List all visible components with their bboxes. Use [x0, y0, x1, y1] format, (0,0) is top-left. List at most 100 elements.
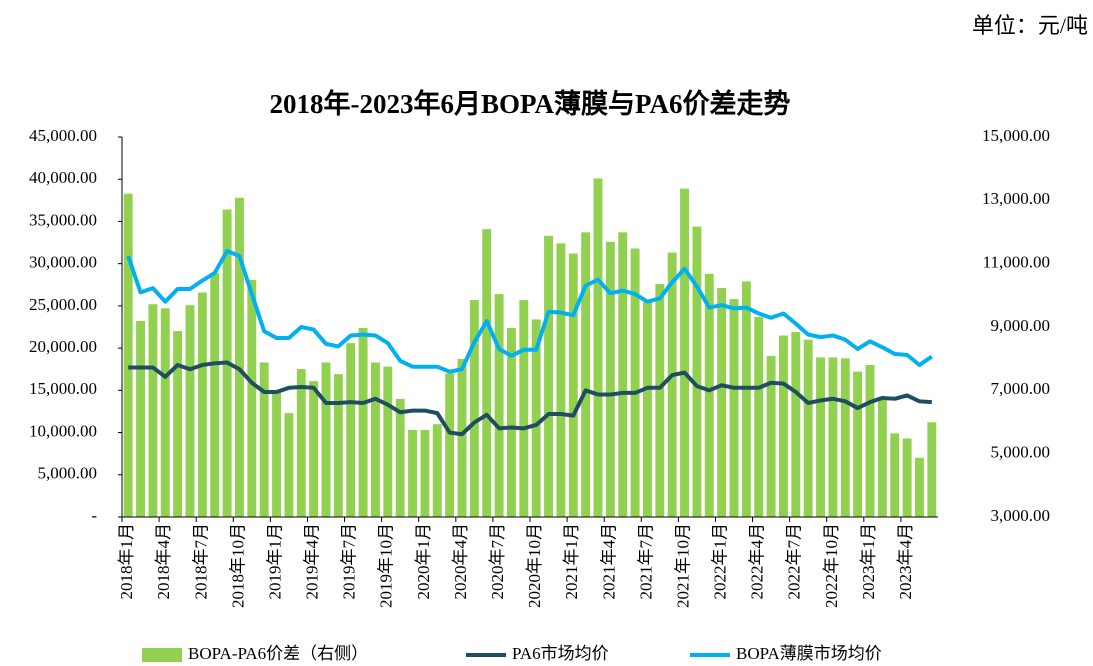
bar	[605, 241, 615, 518]
bar	[531, 319, 541, 517]
bar	[692, 226, 702, 517]
x-tick-label: 2021年10月	[673, 523, 692, 608]
y-tick-label: 40,000.00	[29, 168, 97, 187]
bar	[791, 332, 801, 517]
x-tick-label: 2019年1月	[265, 523, 284, 600]
bar	[902, 438, 912, 517]
x-tick-label: 2022年1月	[711, 523, 730, 600]
bar	[544, 235, 553, 518]
bar	[432, 424, 442, 517]
x-tick-label: 2019年10月	[377, 523, 396, 608]
unit-note: 单位：元/吨	[972, 13, 1088, 38]
bar	[173, 331, 183, 517]
bar	[877, 396, 887, 517]
y-tick-label: 20,000.00	[29, 337, 97, 356]
line	[128, 360, 932, 437]
bar	[593, 178, 603, 517]
x-tick-label: 2019年7月	[340, 523, 359, 600]
bar	[247, 279, 257, 517]
y-tick-label: 25,000.00	[29, 295, 97, 314]
bar	[828, 357, 838, 517]
y2-tick-label: 7,000.00	[991, 379, 1051, 398]
x-tick-label: 2021年1月	[562, 523, 581, 600]
y-tick-label: 30,000.00	[29, 253, 97, 272]
x-tick-label: 2020年1月	[414, 523, 433, 600]
bar	[123, 193, 133, 517]
bar	[371, 362, 380, 517]
y-tick-label: 35,000.00	[29, 210, 97, 229]
bar	[840, 358, 850, 517]
bar	[754, 316, 764, 517]
bar	[865, 365, 875, 517]
bar	[915, 457, 924, 517]
bar	[581, 232, 591, 518]
bar	[160, 308, 170, 517]
bar	[383, 366, 393, 517]
bar	[457, 358, 467, 517]
bar	[630, 248, 640, 517]
x-tick-label: 2023年4月	[896, 523, 915, 600]
bar	[296, 369, 306, 517]
bar	[333, 374, 343, 517]
x-tick-label: 2018年10月	[228, 523, 247, 608]
x-tick-label: 2020年4月	[451, 523, 470, 600]
bar	[507, 327, 516, 517]
legend-label: BOPA-PA6价差（右侧）	[188, 644, 368, 663]
bar	[704, 273, 714, 517]
y-tick-label: 45,000.00	[29, 126, 97, 145]
bar	[853, 371, 863, 517]
bar	[803, 339, 813, 517]
bar	[494, 294, 504, 517]
x-tick-label: 2018年7月	[191, 523, 210, 600]
bar	[395, 398, 405, 517]
bar	[766, 355, 776, 517]
bar	[643, 301, 652, 517]
bar	[210, 272, 220, 517]
x-tick-label: 2022年4月	[748, 523, 767, 600]
line	[126, 249, 933, 374]
bar	[136, 320, 145, 517]
bar	[717, 288, 727, 517]
x-tick-label: 2018年4月	[154, 523, 173, 600]
y2-tick-label: 9,000.00	[991, 316, 1051, 335]
y-tick-label: 15,000.00	[29, 379, 97, 398]
bar	[259, 362, 269, 517]
x-tick-label: 2020年7月	[488, 523, 507, 600]
bar	[309, 381, 319, 517]
bar	[680, 188, 689, 517]
y-tick-label: 5,000.00	[38, 464, 98, 483]
legend-label: BOPA薄膜市场均价	[736, 644, 882, 663]
y2-tick-label: 5,000.00	[991, 443, 1051, 462]
x-tick-label: 2019年4月	[303, 523, 322, 600]
x-tick-label: 2021年7月	[636, 523, 655, 600]
bar	[519, 300, 529, 517]
y-tick-label: -	[91, 506, 97, 525]
y2-tick-label: 3,000.00	[991, 506, 1051, 525]
x-tick-label: 2022年7月	[785, 523, 804, 600]
x-tick-label: 2023年1月	[859, 523, 878, 600]
bar	[667, 252, 677, 518]
bar	[358, 327, 368, 517]
chart-title: 2018年-2023年6月BOPA薄膜与PA6价差走势	[270, 88, 791, 119]
bar	[284, 413, 294, 517]
bar	[890, 433, 900, 517]
bar	[420, 429, 430, 517]
bar	[618, 232, 628, 518]
bar	[445, 373, 455, 517]
y2-tick-label: 15,000.00	[982, 126, 1050, 145]
x-tick-label: 2020年10月	[525, 523, 544, 608]
y2-tick-label: 13,000.00	[982, 189, 1050, 208]
bar	[556, 243, 566, 517]
bar	[321, 362, 331, 517]
bar	[408, 429, 417, 517]
bar	[197, 292, 207, 517]
legend-swatch	[142, 648, 182, 662]
bar	[741, 281, 751, 517]
y-tick-label: 10,000.00	[29, 421, 97, 440]
x-tick-label: 2022年10月	[822, 523, 841, 608]
bar	[568, 253, 578, 518]
bar	[779, 335, 788, 517]
x-tick-label: 2018年1月	[117, 523, 136, 600]
x-tick-label: 2021年4月	[599, 523, 618, 600]
